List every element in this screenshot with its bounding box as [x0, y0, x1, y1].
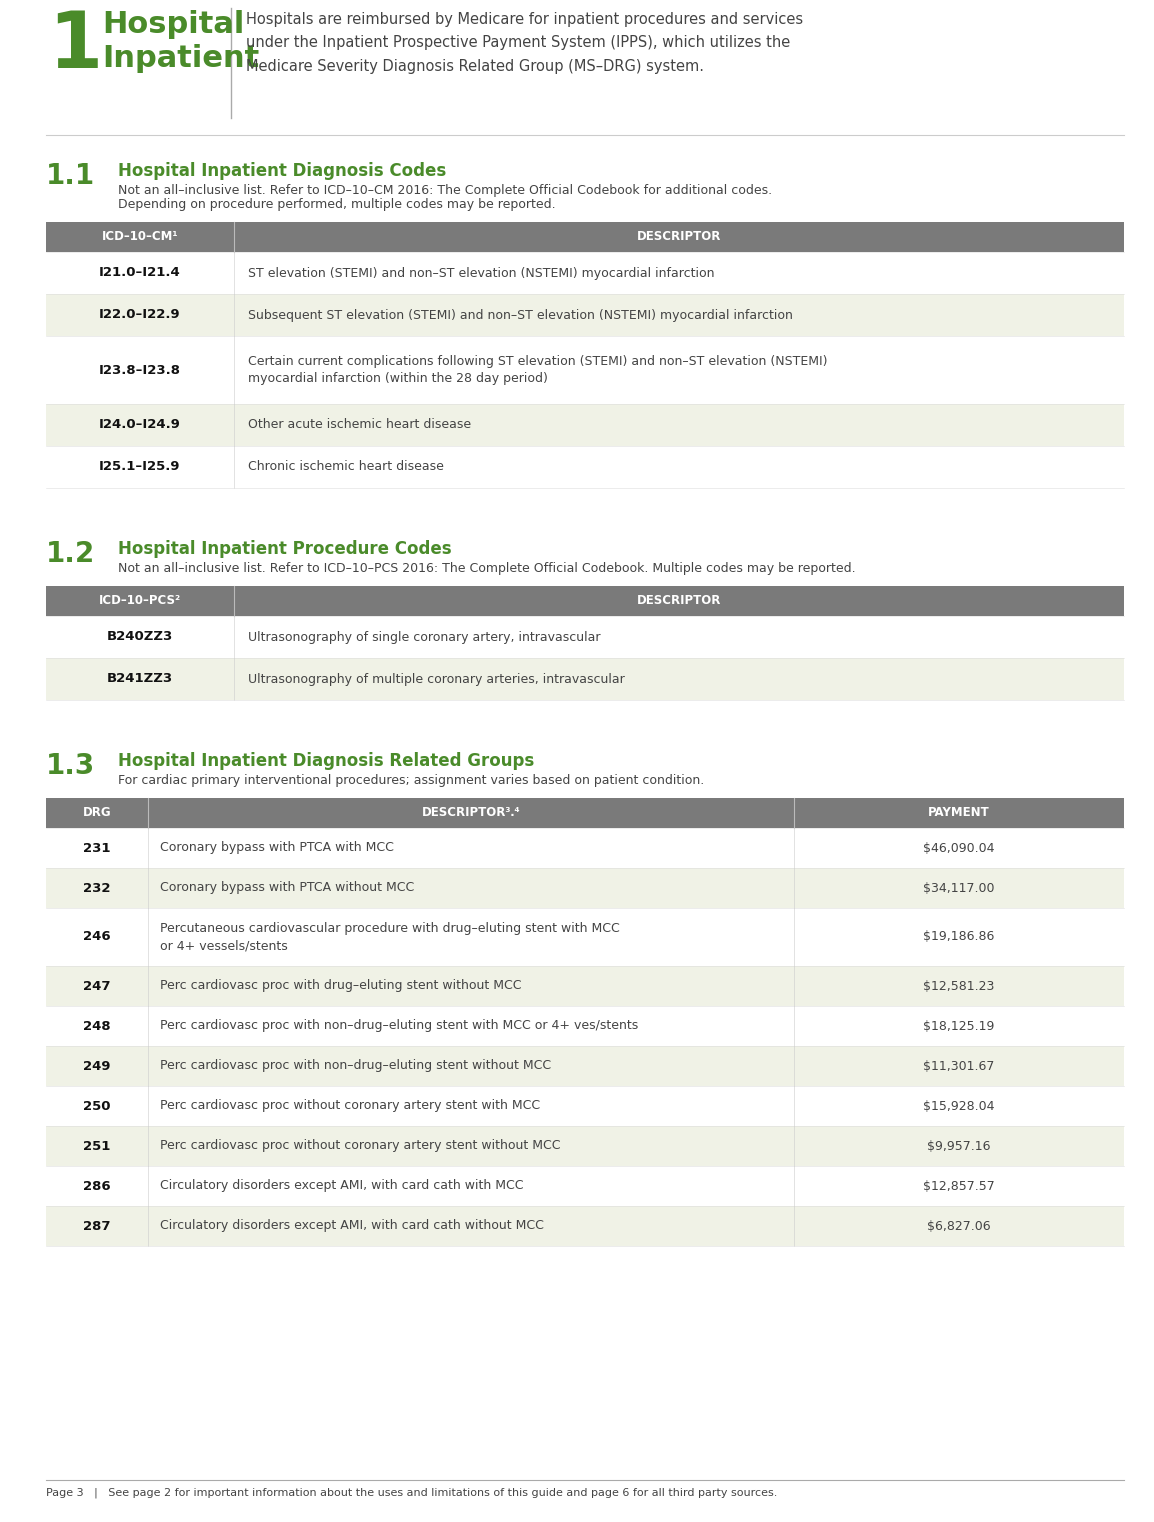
- Text: Not an all–inclusive list. Refer to ICD–10–CM 2016: The Complete Official Codebo: Not an all–inclusive list. Refer to ICD–…: [118, 184, 772, 196]
- Text: 231: 231: [83, 842, 111, 854]
- Text: Perc cardiovasc proc with non–drug–eluting stent without MCC: Perc cardiovasc proc with non–drug–eluti…: [160, 1059, 552, 1073]
- Text: Subsequent ST elevation (STEMI) and non–ST elevation (NSTEMI) myocardial infarct: Subsequent ST elevation (STEMI) and non–…: [248, 309, 793, 321]
- Text: PAYMENT: PAYMENT: [928, 807, 990, 819]
- Text: Hospital Inpatient Diagnosis Codes: Hospital Inpatient Diagnosis Codes: [118, 161, 447, 180]
- Text: 250: 250: [83, 1099, 111, 1113]
- Text: DESCRIPTOR³․⁴: DESCRIPTOR³․⁴: [421, 807, 520, 819]
- Text: 232: 232: [83, 881, 111, 895]
- Text: ICD–10–CM¹: ICD–10–CM¹: [102, 230, 178, 244]
- Text: I25.1–I25.9: I25.1–I25.9: [99, 461, 181, 473]
- Text: 1.3: 1.3: [46, 752, 96, 779]
- Bar: [46, 868, 1124, 909]
- Text: Hospitals are reimbursed by Medicare for inpatient procedures and services
under: Hospitals are reimbursed by Medicare for…: [246, 12, 803, 73]
- Text: $18,125.19: $18,125.19: [923, 1020, 995, 1032]
- Text: 1.2: 1.2: [46, 540, 96, 568]
- Text: $6,827.06: $6,827.06: [927, 1219, 991, 1233]
- Text: 1: 1: [48, 8, 102, 84]
- Text: Circulatory disorders except AMI, with card cath with MCC: Circulatory disorders except AMI, with c…: [160, 1180, 524, 1193]
- Bar: [46, 966, 1124, 1006]
- Text: Circulatory disorders except AMI, with card cath without MCC: Circulatory disorders except AMI, with c…: [160, 1219, 544, 1233]
- Bar: [46, 446, 1124, 489]
- Bar: [46, 658, 1124, 700]
- Text: Hospital Inpatient Diagnosis Related Groups: Hospital Inpatient Diagnosis Related Gro…: [118, 752, 534, 770]
- Text: Ultrasonography of multiple coronary arteries, intravascular: Ultrasonography of multiple coronary art…: [248, 673, 624, 685]
- Text: Hospital: Hospital: [102, 11, 245, 40]
- Text: I24.0–I24.9: I24.0–I24.9: [99, 419, 181, 432]
- Bar: [46, 828, 1124, 868]
- Bar: [46, 336, 1124, 403]
- Text: $12,581.23: $12,581.23: [923, 980, 995, 992]
- Text: 286: 286: [83, 1180, 111, 1193]
- Text: Chronic ischemic heart disease: Chronic ischemic heart disease: [248, 461, 444, 473]
- Bar: [46, 253, 1124, 294]
- Text: Page 3   |   See page 2 for important information about the uses and limitations: Page 3 | See page 2 for important inform…: [46, 1489, 778, 1499]
- Text: Coronary bypass with PTCA without MCC: Coronary bypass with PTCA without MCC: [160, 881, 414, 895]
- Text: Inpatient: Inpatient: [102, 44, 260, 73]
- Bar: [46, 1046, 1124, 1087]
- Bar: [46, 586, 1124, 616]
- Bar: [46, 616, 1124, 658]
- Bar: [46, 403, 1124, 446]
- Bar: [46, 294, 1124, 336]
- Text: 287: 287: [83, 1219, 111, 1233]
- Text: Perc cardiovasc proc with non–drug–eluting stent with MCC or 4+ ves/stents: Perc cardiovasc proc with non–drug–eluti…: [160, 1020, 638, 1032]
- Bar: [46, 1166, 1124, 1205]
- Text: Hospital Inpatient Procedure Codes: Hospital Inpatient Procedure Codes: [118, 540, 451, 559]
- Text: I23.8–I23.8: I23.8–I23.8: [99, 364, 181, 376]
- Text: 247: 247: [83, 980, 111, 992]
- Text: Perc cardiovasc proc with drug–eluting stent without MCC: Perc cardiovasc proc with drug–eluting s…: [160, 980, 522, 992]
- Bar: [46, 909, 1124, 966]
- Text: Perc cardiovasc proc without coronary artery stent without MCC: Perc cardiovasc proc without coronary ar…: [160, 1140, 561, 1152]
- Text: DESCRIPTOR: DESCRIPTOR: [637, 230, 721, 244]
- Text: Percutaneous cardiovascular procedure with drug–eluting stent with MCC
or 4+ ves: Percutaneous cardiovascular procedure wi…: [160, 922, 620, 953]
- Text: Certain current complications following ST elevation (STEMI) and non–ST elevatio: Certain current complications following …: [248, 355, 827, 385]
- Text: $9,957.16: $9,957.16: [928, 1140, 991, 1152]
- Bar: [46, 222, 1124, 253]
- Text: Not an all–inclusive list. Refer to ICD–10–PCS 2016: The Complete Official Codeb: Not an all–inclusive list. Refer to ICD–…: [118, 562, 855, 575]
- Text: $19,186.86: $19,186.86: [923, 930, 995, 944]
- Text: Coronary bypass with PTCA with MCC: Coronary bypass with PTCA with MCC: [160, 842, 394, 854]
- Text: 249: 249: [83, 1059, 111, 1073]
- Text: DESCRIPTOR: DESCRIPTOR: [637, 595, 721, 607]
- Text: $34,117.00: $34,117.00: [923, 881, 995, 895]
- Text: Perc cardiovasc proc without coronary artery stent with MCC: Perc cardiovasc proc without coronary ar…: [160, 1099, 540, 1113]
- Bar: [46, 1205, 1124, 1247]
- Text: $11,301.67: $11,301.67: [923, 1059, 995, 1073]
- Text: Depending on procedure performed, multiple codes may be reported.: Depending on procedure performed, multip…: [118, 198, 555, 212]
- Text: $12,857.57: $12,857.57: [923, 1180, 995, 1193]
- Bar: [46, 798, 1124, 828]
- Text: ICD–10–PCS²: ICD–10–PCS²: [99, 595, 181, 607]
- Text: $46,090.04: $46,090.04: [923, 842, 995, 854]
- Text: 1.1: 1.1: [46, 161, 95, 190]
- Text: B240ZZ3: B240ZZ3: [107, 630, 173, 644]
- Bar: [46, 1087, 1124, 1126]
- Text: 251: 251: [83, 1140, 111, 1152]
- Text: Other acute ischemic heart disease: Other acute ischemic heart disease: [248, 419, 471, 432]
- Text: 246: 246: [83, 930, 111, 944]
- Text: B241ZZ3: B241ZZ3: [107, 673, 173, 685]
- Text: I21.0–I21.4: I21.0–I21.4: [99, 266, 181, 280]
- Text: $15,928.04: $15,928.04: [923, 1099, 995, 1113]
- Bar: [46, 1126, 1124, 1166]
- Bar: [46, 1006, 1124, 1046]
- Text: For cardiac primary interventional procedures; assignment varies based on patien: For cardiac primary interventional proce…: [118, 775, 704, 787]
- Text: DRG: DRG: [83, 807, 111, 819]
- Text: I22.0–I22.9: I22.0–I22.9: [99, 309, 181, 321]
- Text: 248: 248: [83, 1020, 111, 1032]
- Text: Ultrasonography of single coronary artery, intravascular: Ultrasonography of single coronary arter…: [248, 630, 600, 644]
- Text: ST elevation (STEMI) and non–ST elevation (NSTEMI) myocardial infarction: ST elevation (STEMI) and non–ST elevatio…: [248, 266, 714, 280]
